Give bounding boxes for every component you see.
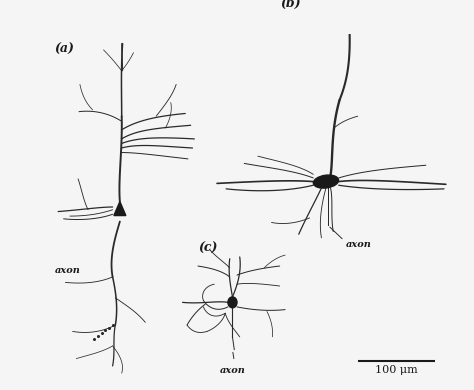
- Text: (b): (b): [281, 0, 301, 10]
- Polygon shape: [114, 202, 126, 216]
- Ellipse shape: [228, 297, 237, 308]
- Text: axon: axon: [55, 266, 81, 275]
- Text: axon: axon: [220, 366, 246, 375]
- Text: axon: axon: [346, 240, 372, 249]
- Text: (c): (c): [198, 241, 218, 255]
- Text: 100 μm: 100 μm: [375, 365, 418, 375]
- Ellipse shape: [313, 175, 338, 188]
- Text: (a): (a): [55, 43, 74, 56]
